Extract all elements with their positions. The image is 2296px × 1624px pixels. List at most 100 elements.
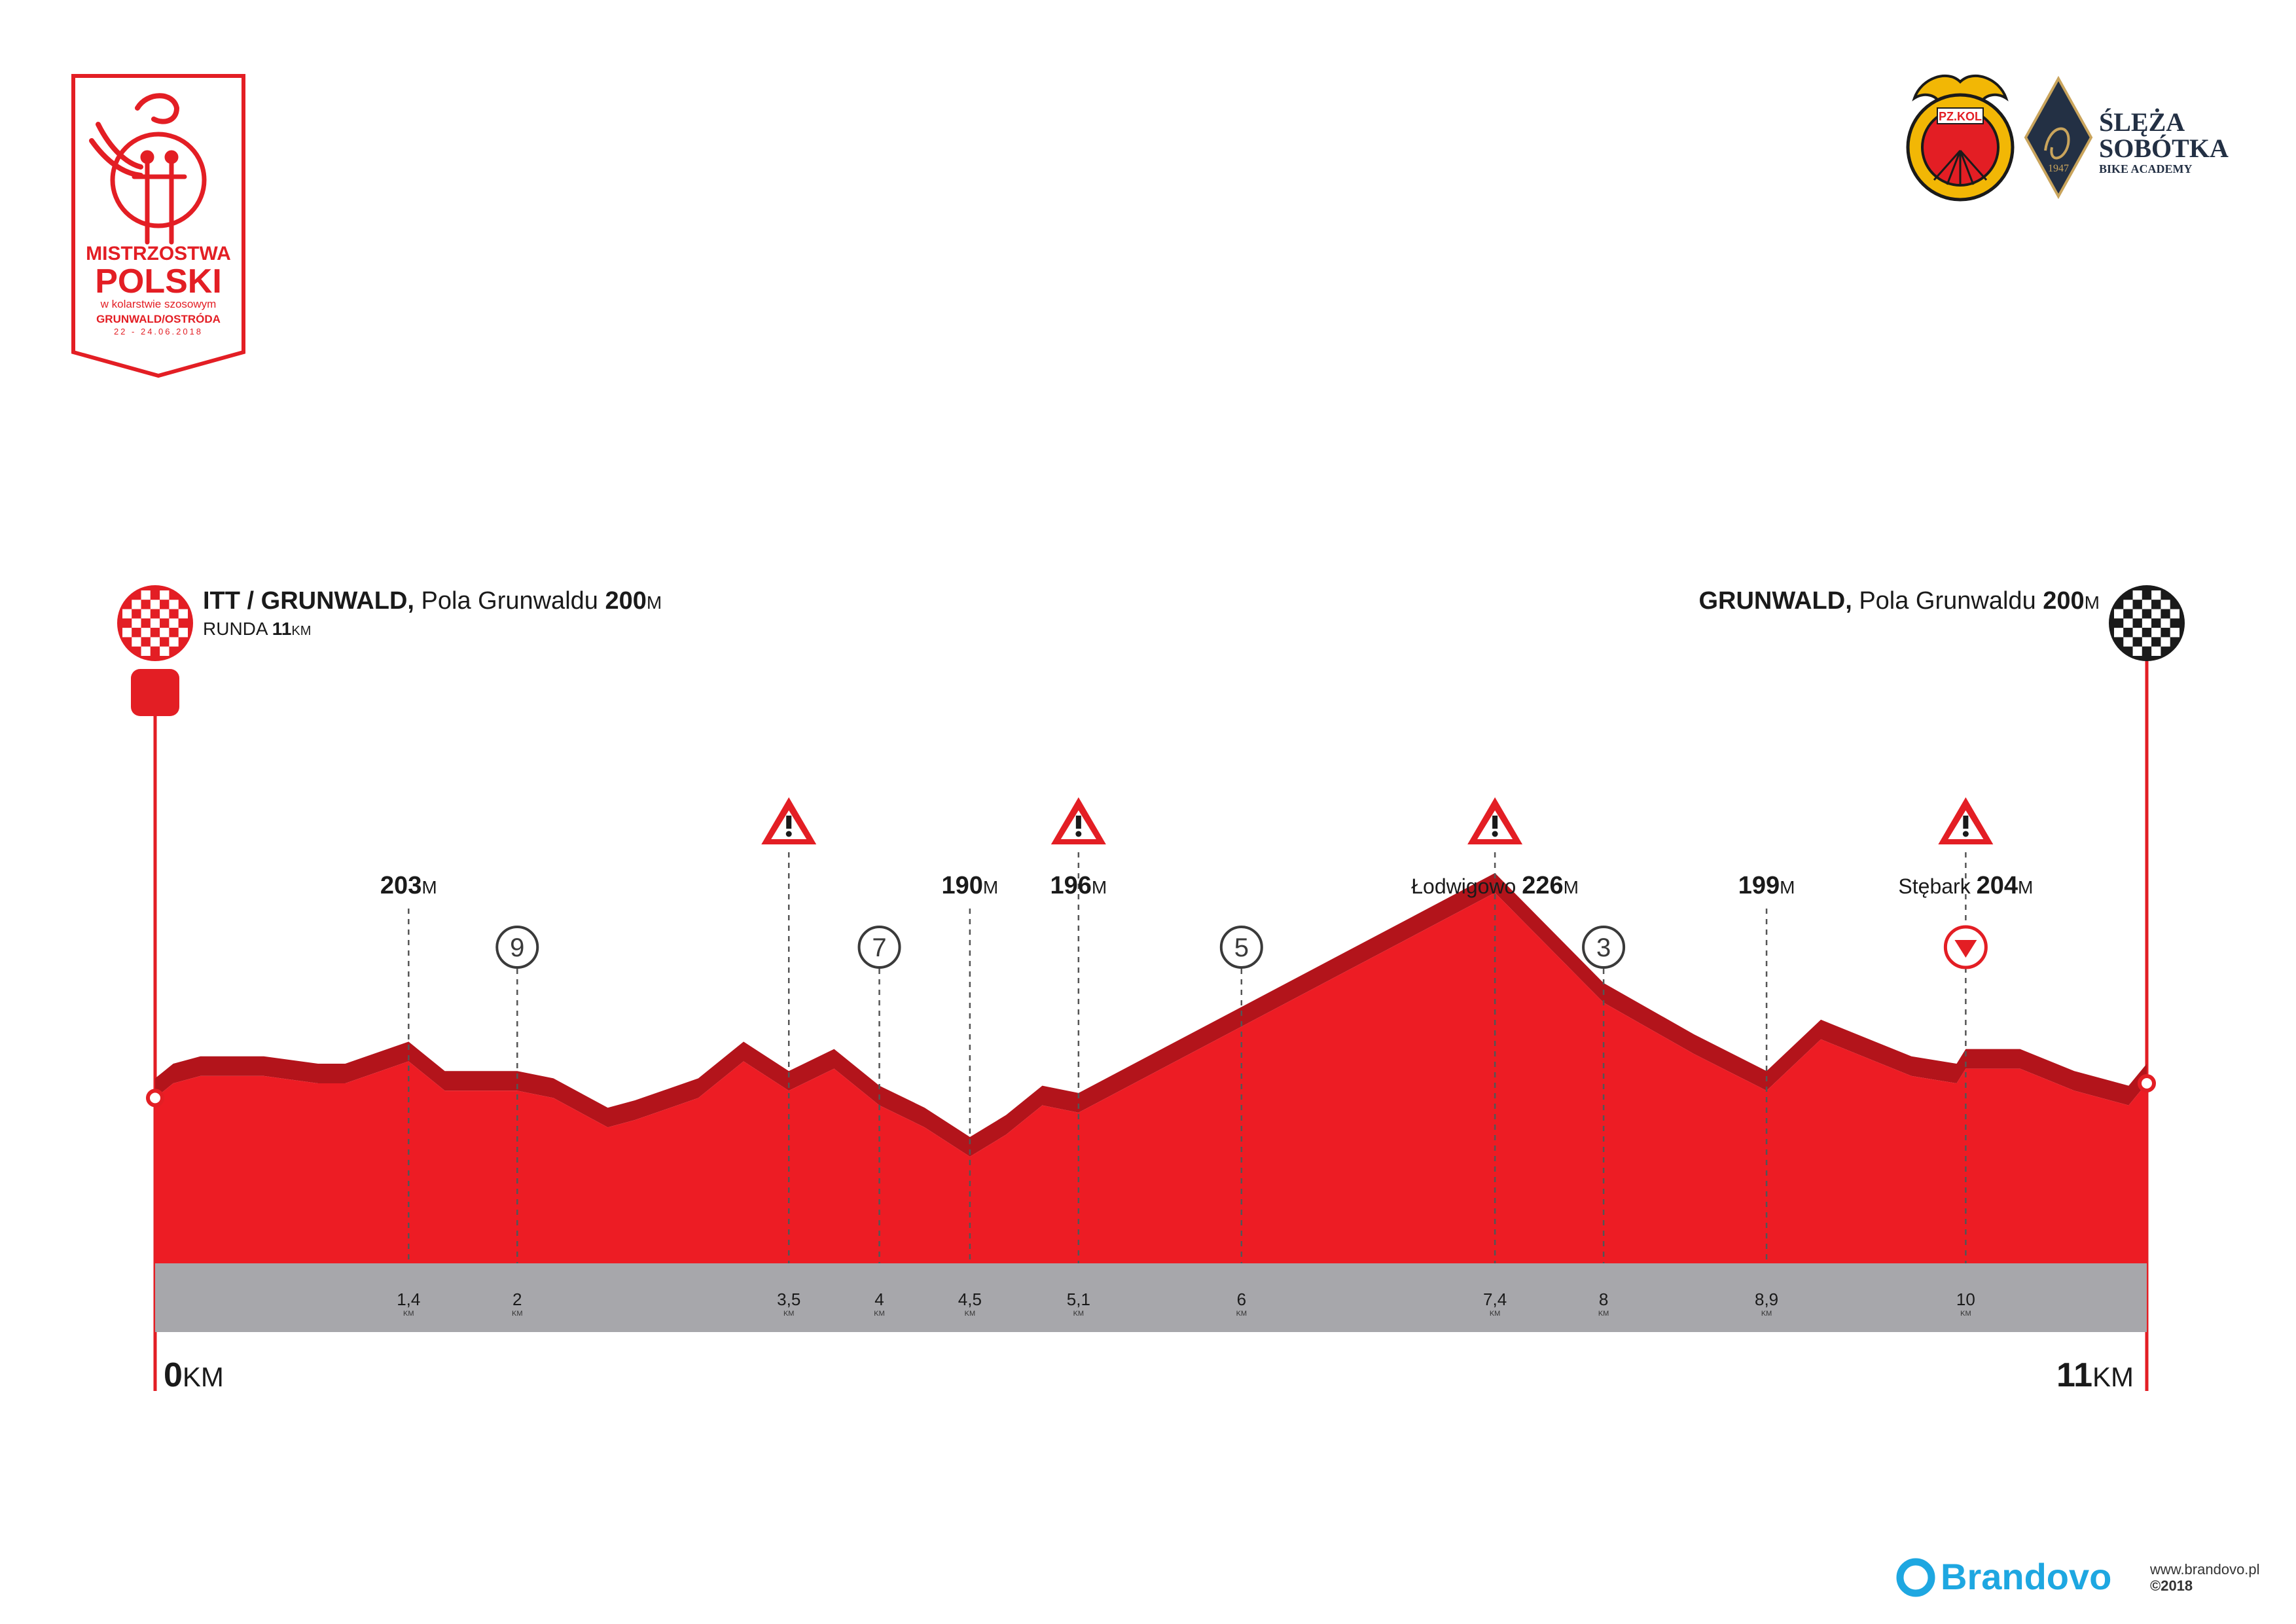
check-square	[2161, 618, 2170, 628]
logo-line-discipline: w kolarstwie szosowym	[100, 298, 217, 310]
check-square	[160, 637, 170, 647]
brandovo-ring-icon	[1896, 1558, 1935, 1597]
km-to-go-label: 3	[1596, 933, 1611, 962]
tick-label: 2	[512, 1290, 522, 1309]
profile-area	[155, 892, 2147, 1263]
elevation-label: 199M	[1738, 872, 1795, 899]
sleza-line2: SOBÓTKA	[2099, 134, 2229, 163]
check-square	[2132, 609, 2142, 619]
tick-label: 8	[1599, 1290, 1608, 1309]
check-square	[2151, 590, 2161, 600]
last-km-triangle	[1954, 940, 1977, 958]
tick-unit: KM	[403, 1310, 414, 1318]
check-square	[132, 628, 141, 638]
check-square	[2170, 618, 2179, 628]
check-square	[2142, 646, 2152, 656]
logo-wheel-icon	[110, 132, 207, 228]
check-square	[2161, 609, 2170, 619]
check-square	[178, 609, 188, 619]
championship-logo: MISTRZOSTWA POLSKI w kolarstwie szosowym…	[71, 74, 245, 378]
check-square	[2151, 646, 2161, 656]
tick-unit: KM	[1960, 1310, 1971, 1318]
pzkol-banner	[1937, 107, 1984, 124]
check-square	[160, 628, 170, 638]
check-square	[2161, 628, 2170, 638]
warning-exclamation	[1492, 816, 1498, 829]
check-square	[2114, 628, 2124, 638]
brandovo-logo: Brandovo www.brandovo.pl ©2018	[1896, 1556, 2260, 1597]
sleza-line3: BIKE ACADEMY	[2099, 162, 2193, 175]
check-square	[2132, 646, 2142, 656]
check-square	[2114, 618, 2124, 628]
check-square	[132, 600, 141, 609]
start-checkered-pattern-icon	[122, 590, 188, 656]
km-to-go-marker	[495, 926, 539, 969]
pzkol-logo: PZ.KOL	[1906, 75, 2015, 202]
tick-unit: KM	[1073, 1310, 1085, 1318]
check-square	[150, 609, 160, 619]
warning-exclamation	[786, 816, 792, 829]
check-square	[150, 590, 160, 600]
check-square	[2142, 600, 2152, 609]
check-square	[2132, 637, 2142, 647]
check-square	[178, 618, 188, 628]
check-square	[2151, 609, 2161, 619]
check-square	[2142, 628, 2152, 638]
check-square	[141, 600, 151, 609]
check-square	[141, 646, 151, 656]
tick-label: 5,1	[1067, 1290, 1090, 1309]
logo-line-dates: 22 - 24.06.2018	[114, 327, 203, 336]
tick-label: 6	[1237, 1290, 1246, 1309]
sleza-sobotka-logo: 1947 ŚLĘŻA SOBÓTKA BIKE ACADEMY	[2024, 75, 2229, 200]
check-square	[141, 609, 151, 619]
km-to-go-marker	[1219, 926, 1263, 969]
check-square	[160, 600, 170, 609]
sleza-line1: ŚLĘŻA	[2099, 107, 2185, 137]
check-square	[2142, 590, 2152, 600]
check-square	[132, 637, 141, 647]
check-square	[160, 590, 170, 600]
tick-unit: KM	[512, 1310, 523, 1318]
check-square	[2132, 590, 2142, 600]
check-square	[2132, 628, 2142, 638]
logo-line-mistrzostwa: MISTRZOSTWA	[86, 243, 231, 264]
start-subtitle: RUNDA 11KM	[203, 619, 311, 639]
logo-shield-outline	[71, 74, 245, 378]
tick-unit: KM	[1490, 1310, 1501, 1318]
tick-label: 4,5	[958, 1290, 982, 1309]
check-square	[169, 609, 179, 619]
check-square	[2151, 628, 2161, 638]
warning-dot	[1492, 831, 1498, 837]
tick-label: 8,9	[1755, 1290, 1778, 1309]
elevation-profile	[146, 873, 2156, 1263]
check-square	[160, 618, 170, 628]
km-to-go-label: 5	[1234, 933, 1249, 962]
check-square	[178, 628, 188, 638]
check-square	[2123, 618, 2133, 628]
warning-dot	[785, 831, 792, 837]
brandovo-wordmark: Brandovo	[1941, 1556, 2111, 1597]
check-square	[2142, 618, 2152, 628]
check-square	[169, 628, 179, 638]
check-square	[2132, 618, 2142, 628]
check-square	[141, 590, 151, 600]
start-profile-dot	[146, 1089, 164, 1108]
finish-profile-dot	[2138, 1074, 2156, 1092]
check-square	[150, 618, 160, 628]
check-square	[2170, 609, 2179, 619]
tick-unit: KM	[1236, 1310, 1247, 1318]
elevation-label: Łodwigowo 226M	[1411, 872, 1579, 899]
marker-guides	[408, 852, 1967, 1283]
km-to-go-marker	[857, 926, 901, 969]
check-square	[122, 609, 132, 619]
pzkol-text: PZ.KOL	[1939, 110, 1982, 123]
check-square	[2151, 600, 2161, 609]
tick-unit: KM	[783, 1310, 795, 1318]
check-square	[150, 600, 160, 609]
check-square	[2142, 609, 2152, 619]
check-square	[141, 637, 151, 647]
check-square	[141, 628, 151, 638]
warning-dot	[1962, 831, 1969, 837]
distance-band: 1,4KM2KM3,5KM4KM4,5KM5,1KM6KM7,4KM8KM8,9…	[155, 1263, 2147, 1332]
check-square	[150, 637, 160, 647]
